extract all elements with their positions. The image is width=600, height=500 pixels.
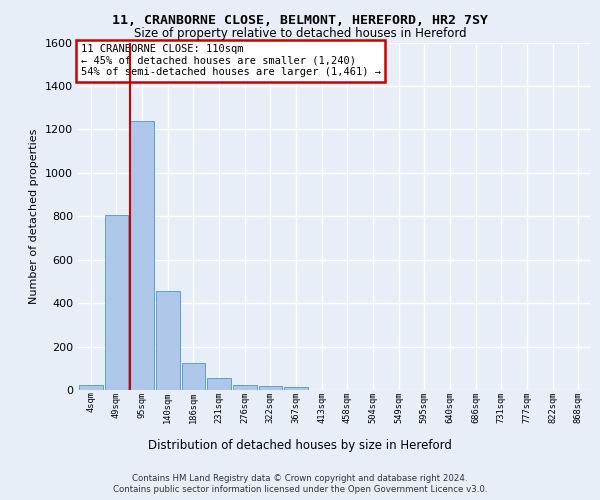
Text: 11 CRANBORNE CLOSE: 110sqm
← 45% of detached houses are smaller (1,240)
54% of s: 11 CRANBORNE CLOSE: 110sqm ← 45% of deta… [80,44,380,78]
Text: 11, CRANBORNE CLOSE, BELMONT, HEREFORD, HR2 7SY: 11, CRANBORNE CLOSE, BELMONT, HEREFORD, … [112,14,488,27]
Bar [104,215,128,390]
Bar [233,384,257,390]
Text: Contains HM Land Registry data © Crown copyright and database right 2024.
Contai: Contains HM Land Registry data © Crown c… [113,474,487,494]
Bar [259,386,282,390]
Bar [284,388,308,390]
Y-axis label: Number of detached properties: Number of detached properties [29,128,40,304]
Bar [182,363,205,390]
Bar [130,120,154,390]
Bar [79,384,103,390]
Bar [207,378,231,390]
Bar [156,291,179,390]
Text: Distribution of detached houses by size in Hereford: Distribution of detached houses by size … [148,440,452,452]
Text: Size of property relative to detached houses in Hereford: Size of property relative to detached ho… [134,28,466,40]
